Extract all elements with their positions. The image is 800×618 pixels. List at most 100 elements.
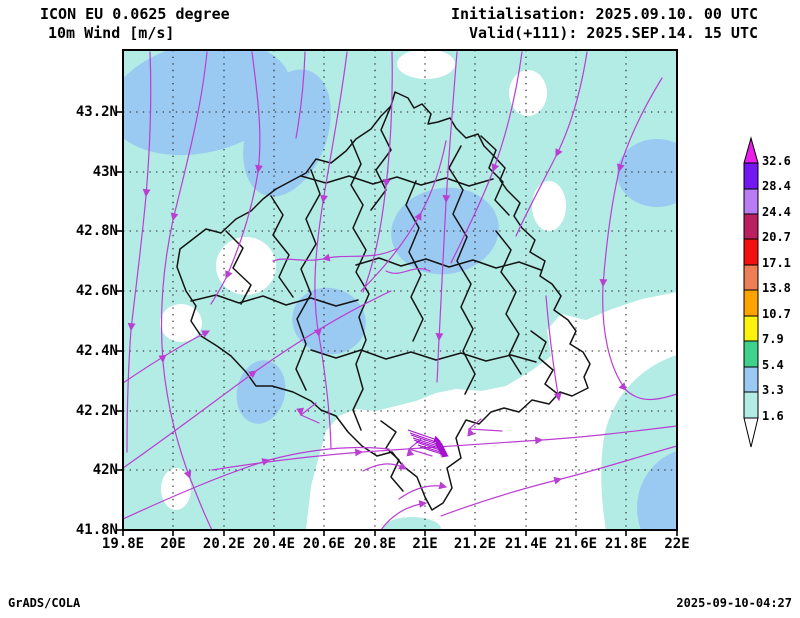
colorbar-label: 5.4	[762, 358, 784, 372]
colorbar-arrow-bottom	[743, 417, 759, 448]
y-tick-label: 42.8N	[75, 223, 118, 239]
streamline	[123, 446, 390, 520]
municipality-border	[310, 349, 537, 363]
colorbar-label: 20.7	[762, 230, 791, 244]
y-tick-label: 42.2N	[75, 403, 118, 419]
x-tick-label: 20E	[160, 536, 186, 552]
municipality-border	[350, 139, 370, 431]
streamline	[123, 290, 392, 469]
colorbar-label: 1.6	[762, 409, 784, 423]
streamline	[545, 295, 562, 402]
municipality-border	[190, 294, 359, 307]
streamline	[380, 500, 428, 530]
colorbar-label: 7.9	[762, 332, 784, 346]
colorbar-label: 13.8	[762, 281, 791, 295]
colorbar-band	[743, 238, 759, 266]
municipality-border	[300, 175, 494, 187]
streamline	[435, 51, 458, 383]
colorbar-band	[743, 188, 759, 215]
x-tick-label: 22E	[664, 536, 690, 552]
streamline	[440, 445, 677, 517]
colorbar-label: 17.1	[762, 256, 791, 270]
fill-band-3.3-5.4	[123, 50, 677, 530]
x-tick-label: 21E	[412, 536, 438, 552]
streamline	[385, 268, 431, 274]
municipality-border	[295, 169, 321, 391]
calm-blob	[509, 70, 547, 116]
wind-maximum-blob	[292, 287, 366, 355]
x-tick-label: 21.8E	[604, 536, 648, 552]
streamline	[362, 51, 393, 293]
colorbar-label: 24.4	[762, 205, 791, 219]
creation-timestamp: 2025-09-10-04:27	[676, 596, 792, 610]
calm-blob	[160, 304, 202, 342]
colorbar-band	[743, 264, 759, 291]
graticule-grid	[123, 50, 677, 530]
x-tick-label: 20.6E	[302, 536, 346, 552]
y-tick-label: 41.8N	[75, 522, 118, 538]
fan-arrow	[419, 446, 449, 458]
colorbar-band	[743, 289, 759, 317]
y-tick-label: 42.6N	[75, 283, 118, 299]
colorbar-label: 32.6	[762, 154, 791, 168]
map-frame	[122, 49, 678, 531]
title-field: 10m Wind [m/s]	[48, 24, 175, 42]
x-tick-label: 19.8E	[101, 536, 145, 552]
calm-blob	[306, 292, 677, 530]
streamline	[398, 481, 448, 500]
wind-maximum-blob	[123, 50, 291, 156]
streamline	[450, 51, 523, 264]
calm-blob	[397, 50, 455, 79]
streamline	[210, 51, 263, 305]
init-time: Initialisation: 2025.09.10. 00 UTC	[450, 5, 758, 23]
streamline	[467, 418, 503, 437]
colorbar-label: 28.4	[762, 179, 791, 193]
wind-maximum-blob	[637, 450, 677, 530]
axis-ticks	[117, 111, 678, 536]
colorbar-band	[743, 213, 759, 240]
fan-arrow	[407, 429, 441, 443]
x-tick-label: 20.2E	[202, 536, 246, 552]
streamline	[599, 77, 677, 401]
wind-maximum-blob	[617, 139, 677, 207]
streamline	[123, 330, 211, 384]
colorbar-band	[743, 391, 759, 419]
municipality-border	[530, 330, 560, 396]
colorbar-arrow-top	[743, 136, 759, 164]
municipality-border	[270, 195, 294, 298]
arrow-fan-cluster	[407, 429, 449, 458]
y-tick-label: 43N	[92, 164, 118, 180]
streamline	[362, 462, 407, 472]
municipality-border	[480, 135, 510, 216]
x-tick-label: 20.8E	[353, 536, 397, 552]
streamline	[126, 51, 152, 453]
streamline	[158, 51, 213, 530]
x-tick-label: 21.4E	[504, 536, 548, 552]
streamline	[313, 51, 348, 449]
streamline	[296, 402, 320, 424]
colorbar-band	[743, 315, 759, 342]
streamline	[515, 51, 588, 237]
colorbar-band	[743, 366, 759, 393]
calm-blob	[216, 237, 276, 295]
calm-blob	[532, 181, 566, 231]
grads-credit: GrADS/COLA	[8, 596, 81, 610]
colorbar-label: 10.7	[762, 307, 791, 321]
x-tick-label: 21.6E	[554, 536, 598, 552]
valid-time: Valid(+111): 2025.SEP.14. 15 UTC	[469, 24, 758, 42]
colorbar-band	[743, 162, 759, 190]
municipality-border	[405, 180, 424, 342]
streamline	[360, 140, 447, 292]
x-tick-label: 20.4E	[252, 536, 296, 552]
y-tick-label: 42.4N	[75, 343, 118, 359]
municipality-border	[370, 105, 392, 211]
municipality-border	[495, 230, 522, 375]
x-tick-label: 21.2E	[453, 536, 497, 552]
colorbar-band	[743, 340, 759, 368]
calm-blob	[161, 468, 191, 510]
title-model: ICON EU 0.0625 degree	[40, 5, 230, 23]
y-tick-label: 43.2N	[75, 104, 118, 120]
colorbar-label: 3.3	[762, 383, 784, 397]
